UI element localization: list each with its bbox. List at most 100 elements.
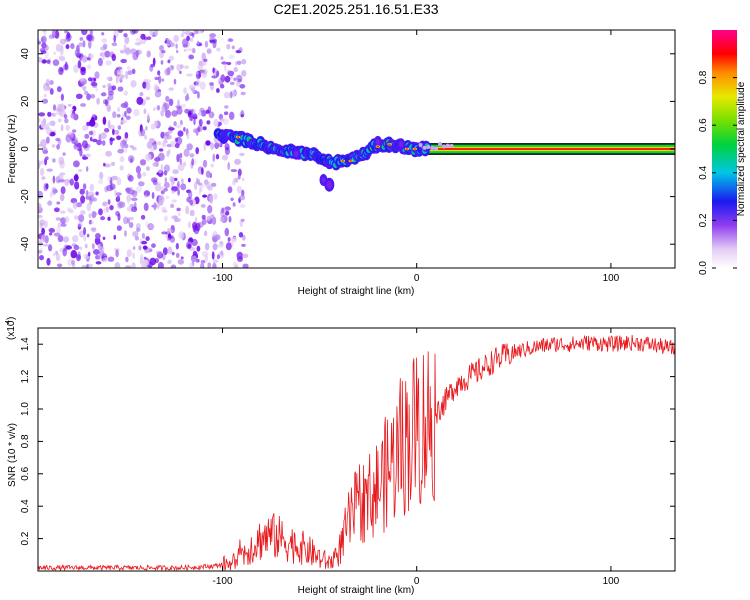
spectrogram-noise-speck [222,154,228,161]
spectrogram-noise-speck [120,140,126,149]
snr-y-tick-label: 1.2 [20,369,31,383]
colorbar-gradient [712,30,737,268]
spectrogram-noise-speck [102,236,106,240]
spectrogram-noise-speck [139,40,146,44]
spectrogram-noise-speck [171,186,178,192]
spectrogram-noise-speck [107,90,115,96]
spectrogram-noise-speck [191,87,196,93]
spectrogram-noise-speck [103,207,108,213]
spectrogram-noise-speck [210,182,217,187]
spectrogram-noise-speck [41,146,48,155]
spectrogram-noise-speck [228,216,232,223]
spectrogram-noise-speck [128,222,134,228]
spectrogram-signal-blob [438,141,443,146]
spectrogram-noise-speck [97,243,101,250]
spectrogram-tone-band [426,147,675,151]
spectrogram-noise-speck [40,50,47,54]
spectrogram-noise-speck [224,105,229,109]
spectrogram-noise-speck [140,240,148,245]
spectrogram-noise-speck [182,38,189,47]
spectrogram-noise-speck [60,210,66,214]
spectrogram-noise-speck [141,233,146,239]
spectrogram-noise-speck [151,243,156,249]
spectrogram-noise-speck [99,171,104,180]
spectrogram-noise-speck [160,106,166,114]
spectrogram-noise-speck [212,67,215,73]
spectrogram-noise-speck [202,126,207,131]
spectrogram-signal-blob [434,146,439,151]
spectrogram-noise-speck [206,120,211,125]
spectrogram-noise-speck [224,210,230,216]
spectrogram-noise-speck [204,242,210,251]
spectrogram-noise-speck [205,140,211,146]
spectrogram-y-tick-label: 0 [20,146,31,152]
spectrogram-noise-speck [38,118,41,123]
spectrogram-noise-speck [191,108,194,114]
spectrogram-signal-peak [376,145,380,148]
spectrogram-noise-speck [72,201,78,210]
spectrogram-noise-speck [88,251,91,257]
spectrogram-signal-peak [388,143,391,146]
spectrogram-noise-speck [144,153,152,162]
spectrogram-noise-speck [145,79,151,84]
spectrogram-noise-speck [213,193,218,200]
spectrogram-noise-speck [119,165,124,171]
spectrogram-noise-speck [177,163,185,171]
spectrogram-noise-speck [93,77,96,82]
spectrogram-noise-speck [158,75,162,84]
spectrogram-noise-speck [112,111,117,119]
spectrogram-noise-speck [153,120,158,127]
spectrogram-noise-speck [39,255,44,261]
spectrogram-noise-speck [102,43,108,50]
spectrogram-noise-speck [84,90,89,95]
spectrogram-noise-speck [46,127,52,135]
spectrogram-noise-speck [107,256,115,262]
snr-y-tick-label: 0.4 [20,499,31,513]
spectrogram-noise-speck [39,222,43,230]
spectrogram-noise-speck [208,111,215,119]
spectrogram-noise-speck [197,126,201,133]
spectrogram-noise-speck [65,33,72,42]
spectrogram-noise-speck [41,30,47,33]
spectrogram-noise-speck [166,38,172,46]
spectrogram-noise-speck [44,235,49,244]
spectrogram-noise-speck [132,252,136,260]
spectrogram-noise-speck [171,110,178,117]
spectrogram-noise-speck [140,33,146,40]
spectrogram-noise-speck [124,230,127,237]
spectrogram-noise-speck [143,108,147,115]
spectrogram-noise-speck [140,253,144,259]
spectrogram-noise-speck [177,130,184,137]
spectrogram-noise-speck [89,183,95,192]
spectrogram-noise-speck [135,165,141,174]
spectrogram-noise-speck [88,213,92,219]
spectrogram-noise-speck [123,90,129,96]
spectrogram-noise-speck [78,214,85,223]
spectrogram-noise-speck [107,83,112,88]
spectrogram-noise-speck [186,133,190,140]
spectrogram-noise-speck [124,110,127,118]
spectrogram-noise-speck [59,193,65,202]
spectrogram-noise-speck [161,131,165,137]
spectrogram-noise-speck [165,195,169,199]
spectrogram-noise-speck [175,43,178,49]
spectrogram-noise-speck [142,259,149,266]
spectrogram-noise-speck [80,210,86,215]
spectrogram-noise-speck [38,40,41,45]
spectrogram-noise-speck [149,257,157,266]
spectrogram-noise-speck [163,133,169,140]
spectrogram-noise-speck [49,232,53,236]
snr-y-axis-label: SNR (10 * v/v) [7,423,18,487]
spectrogram-noise-speck [46,136,50,144]
spectrogram-noise-speck [191,158,195,166]
spectrogram-noise-speck [156,141,162,146]
spectrogram-noise-speck [140,128,146,137]
spectrogram-noise-speck [57,222,63,228]
spectrogram-noise-speck [230,197,234,201]
spectrogram-noise-speck [98,179,104,185]
spectrogram-noise-speck [80,195,86,204]
spectrogram-noise-speck [193,118,196,126]
spectrogram-noise-speck [188,237,193,242]
spectrogram-noise-speck [104,163,111,168]
spectrogram-noise-speck [45,78,50,87]
